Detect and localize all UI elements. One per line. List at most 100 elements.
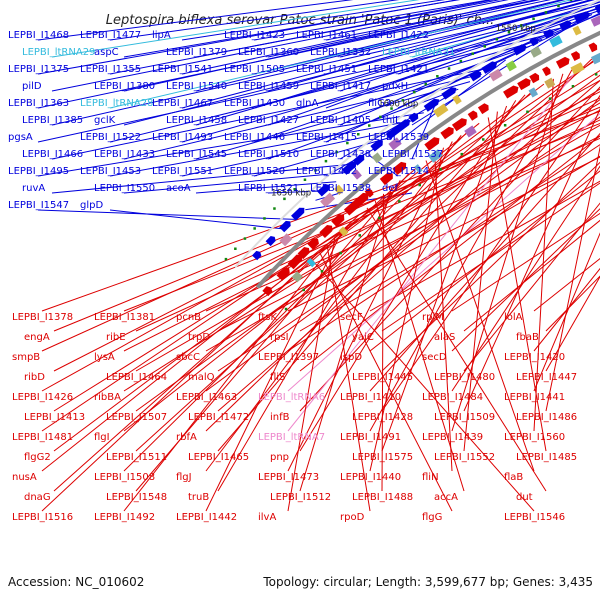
feature-dot (243, 237, 247, 240)
gene-label: LEPBI_I1428 (352, 412, 413, 423)
label-connector (51, 66, 494, 160)
gene-label: fbaB (516, 332, 539, 343)
gene-label: LEPBI_I1547 (8, 200, 69, 211)
feature-block (428, 149, 443, 163)
trna-label: LEPBI_ltRNA31 (382, 47, 455, 58)
reverse-gene-arrow (379, 172, 393, 186)
label-connector (463, 202, 600, 372)
forward-gene-arrow (529, 37, 539, 47)
gene-label: dnaG (24, 492, 51, 503)
label-connector (41, 122, 480, 472)
gene-label: lolA (504, 312, 523, 323)
feature-dot (439, 168, 442, 171)
label-connector (411, 13, 600, 92)
gene-label: LEPBI_I1445 (352, 372, 413, 383)
label-connector (267, 88, 459, 160)
label-connector (339, 3, 600, 92)
gene-label: LEPBI_I1477 (80, 30, 141, 41)
label-connector (411, 104, 436, 160)
reverse-gene-arrow (529, 72, 540, 84)
label-connector (123, 0, 461, 58)
label-connector (397, 7, 600, 75)
label-connector (123, 122, 600, 312)
gene-label: LEPBI_I1545 (166, 149, 227, 160)
label-connector (325, 145, 380, 177)
gene-label: aspC (94, 47, 119, 58)
feature-dot (303, 178, 307, 181)
label-connector (325, 6, 600, 109)
feature-block (505, 60, 517, 72)
feature-dot (273, 207, 276, 210)
feature-block (291, 271, 303, 283)
gene-label: LEPBI_I1482 (296, 166, 357, 177)
feature-block (414, 164, 423, 174)
gene-label: LEPBI_I1427 (238, 115, 299, 126)
feature-block (488, 68, 503, 82)
gene-label: LEPBI_I1385 (22, 115, 83, 126)
feature-block (549, 35, 563, 48)
label-connector (37, 112, 424, 177)
reverse-gene-arrow (353, 192, 369, 208)
label-connector (123, 4, 600, 126)
label-connector (487, 117, 547, 452)
gene-label: fliN (422, 472, 439, 483)
forward-gene-arrow (559, 20, 572, 31)
label-connector (123, 54, 600, 432)
feature-dot (390, 107, 393, 110)
gene-label: LEPBI_I1473 (258, 472, 319, 483)
feature-dot (503, 124, 507, 127)
label-connector (41, 214, 360, 512)
forward-gene-arrow (279, 220, 291, 233)
label-connector (181, 128, 402, 177)
reverse-gene-arrow (503, 85, 519, 99)
label-connector (51, 0, 420, 58)
label-connector (287, 156, 600, 312)
gene-label: engA (24, 332, 50, 343)
gene-label: LEPBI_I1420 (504, 352, 565, 363)
gene-label: LEPBI_I1422 (368, 30, 429, 41)
feature-block (572, 25, 582, 36)
feature-block (529, 46, 542, 58)
label-connector (397, 0, 584, 41)
gene-label: LEPBI_I1438 (310, 149, 371, 160)
label-connector (381, 105, 508, 452)
map-title: Leptospira biflexa serovar Patoc strain … (106, 13, 494, 28)
gene-label: LEPBI_I1491 (340, 432, 401, 443)
gene-label: LEPBI_I1537 (382, 149, 443, 160)
gene-label: LEPBI_I1451 (296, 64, 357, 75)
feature-block (338, 226, 349, 237)
label-connector (51, 1, 600, 126)
gene-label: LEPBI_I1461 (296, 30, 357, 41)
feature-dot (424, 82, 427, 86)
label-connector (374, 200, 465, 492)
gene-label: pgsA (8, 132, 33, 143)
gene-label: LEPBI_I1415 (296, 132, 357, 143)
gene-label: LEPBI_I1484 (422, 392, 483, 403)
label-connector (195, 81, 471, 160)
label-connector (205, 134, 462, 472)
label-connector (381, 94, 600, 412)
label-connector (205, 58, 593, 432)
feature-dot (320, 270, 324, 273)
feature-block (528, 87, 539, 98)
gene-label: LEPBI_I1486 (516, 412, 577, 423)
gene-label: ribBA (94, 392, 121, 403)
label-connector (381, 161, 600, 372)
gene-label: LEPBI_I1459 (238, 81, 299, 92)
kbp-tick-label: 1650 kbp (271, 189, 311, 199)
label-connector (299, 86, 600, 412)
gene-label: glpD (80, 200, 103, 211)
gene-label: flgG (422, 512, 442, 523)
label-connector (109, 0, 400, 41)
label-connector (53, 69, 600, 412)
label-connector (425, 160, 535, 472)
gene-label: LEPBI_I1541 (152, 64, 213, 75)
feature-dot (253, 227, 256, 230)
gene-label: dut (516, 492, 533, 503)
label-connector (109, 120, 413, 177)
label-connector (545, 145, 600, 412)
feature-dot (544, 11, 548, 14)
gene-label: LEPBI_I1379 (166, 47, 227, 58)
feature-dot (284, 307, 288, 311)
